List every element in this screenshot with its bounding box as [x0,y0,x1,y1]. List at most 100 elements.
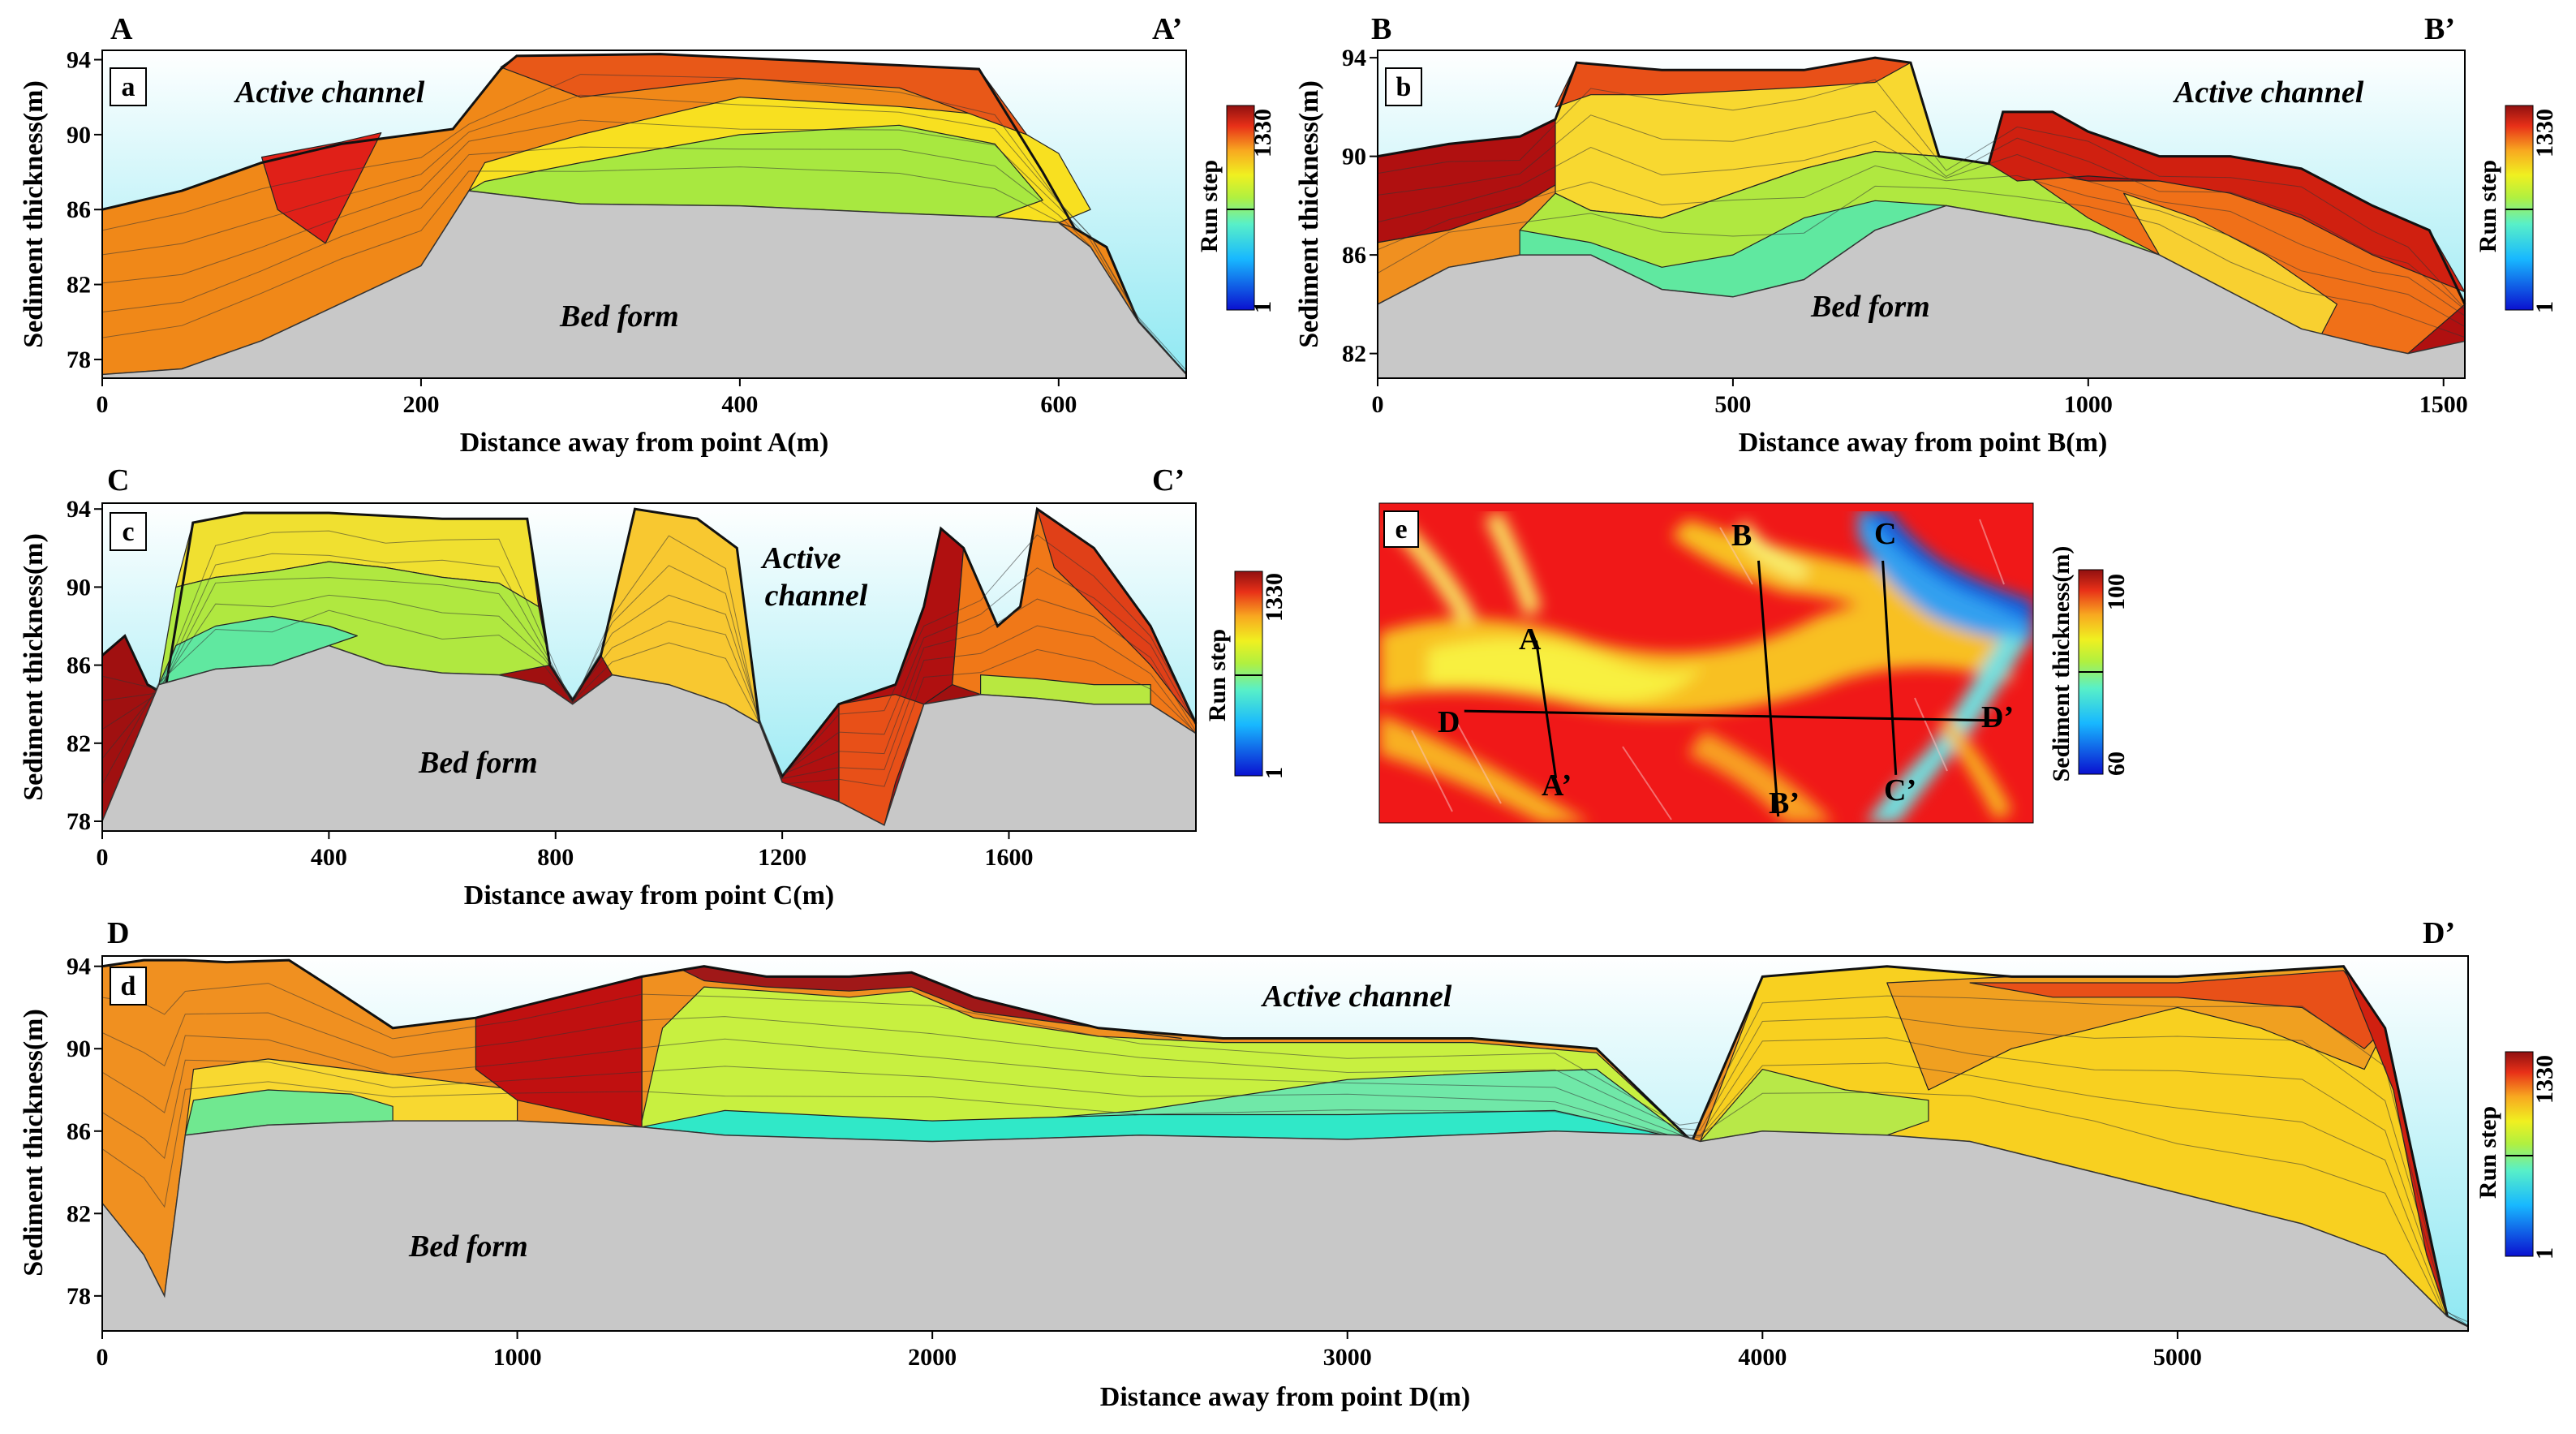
panel-b-xtick-label: 500 [1714,391,1751,418]
panel-d-layer-11 [1969,970,2386,1049]
panel-d-xlabel: Distance away from point D(m) [1100,1382,1470,1412]
panel-a-ticks: 0 200 400 600 78 82 86 90 94 [67,47,1077,418]
panel-a-box [101,50,1187,379]
map-colorbar-label: Sediment thickness(m) [2048,546,2075,782]
colorbar-c-min: 1 [1261,767,1288,779]
panel-a-ytick-label: 86 [67,196,91,223]
panel-e-tag-letter: e [1395,515,1407,545]
panel-b-ylabel: Sediment thickness(m) [1294,80,1324,348]
panel-a-ytick-label: 94 [67,47,91,74]
panel-d-tag [110,967,147,1006]
panel-d-ytick-label: 78 [67,1283,91,1310]
section-line-C [1881,560,1898,775]
panel-c-xlabel: Distance away from point C(m) [464,881,834,911]
panel-a-ylabel: Sediment thickness(m) [19,80,49,348]
panel-c-ytick-label: 78 [67,808,91,835]
panel-d-deposit-top [101,958,2469,1328]
panel-c-ytick-label: 94 [67,496,91,523]
panel-b-bed-form: Bed form [1810,290,1930,324]
panel-c-xtick-label: 0 [97,844,109,871]
panel-b-xtick-label: 1000 [2064,391,2113,418]
panel-b-tag-letter: b [1396,72,1412,102]
panel-b-xlabel: Distance away from point B(m) [1739,428,2108,458]
map-label-A-prime: A’ [1542,769,1572,803]
panel-d-plot [101,956,2469,1333]
colorbar-b-ramp [2505,105,2534,311]
panel-b-ytick-label: 94 [1342,45,1366,71]
panel-a-deposit-top [101,53,1188,376]
panel-c-xtick-label: 800 [537,844,574,871]
panel-a-step-line-2 [101,94,1187,375]
panel-b-step-line-5 [1377,185,2466,338]
panel-a-xtick-label: 600 [1040,391,1077,418]
panel-d-active-channel: Active channel [1261,980,1452,1014]
panel-c-ticks: 0 400 800 1200 1600 78 82 86 90 94 [67,496,1034,871]
panel-c-xtick-label: 400 [311,844,347,871]
panel-b-box [1377,50,2466,379]
panel-d-xtick-label: 3000 [1323,1344,1372,1371]
panel-d-step-line-4 [101,1059,2469,1333]
panel-b-step-line-2 [1377,110,2466,310]
thickness-map [1379,503,2033,823]
panel-a-active-channel: Active channel [234,75,425,110]
panel-d-bed-form: Bed form [408,1229,528,1264]
map-label-B: B [1731,519,1752,553]
panel-d-xtick-label: 4000 [1738,1344,1787,1371]
panel-b-ytick-label: 86 [1342,242,1366,269]
panel-c-ylabel: Sediment thickness(m) [19,533,49,801]
panel-b-xtick-label: 0 [1372,391,1384,418]
panel-d-ytick-label: 82 [67,1200,91,1227]
colorbar-c-max: 1330 [1261,573,1288,622]
panel-c-xtick-label: 1200 [758,844,806,871]
panel-b-bedform [1377,205,2466,379]
colorbar-a-label: Run step [1196,160,1223,252]
panel-c-corner-left: C [107,463,129,497]
panel-c-step-line-1 [101,530,1197,779]
panel-c-xtick-label: 1600 [985,844,1034,871]
colorbar-a-max: 1330 [1249,109,1276,157]
panel-a-corner-right: A’ [1152,12,1182,46]
panel-c-ytick-label: 86 [67,652,91,679]
map-label-D: D [1438,705,1460,739]
panel-e: e A A’ B B’ C C’ D D’ 100 60 Sediment th… [1378,502,2130,824]
panel-c-ytick-label: 90 [67,574,91,601]
panel-d-xtick-label: 5000 [2153,1344,2202,1371]
panel-d-step-line-3 [101,1035,2469,1331]
panel-c-step-line-4 [101,594,1197,779]
colorbar-b-min: 1 [2531,301,2558,313]
panel-d-corner-left: D [107,916,129,950]
map-frame [1378,502,2034,824]
panel-d-xtick-label: 1000 [493,1344,542,1371]
panel-e-tag [1383,510,1419,548]
colorbar-c-ramp [1234,571,1263,777]
colorbar-d-label: Run step [2475,1106,2501,1199]
section-line-B [1757,560,1780,817]
panel-d-step-line-1 [101,983,2469,1323]
panel-d: 0 1000 2000 3000 4000 5000 78 82 86 90 94 d D D’ A… [19,916,2469,1412]
map-label-C-prime: C’ [1884,773,1916,807]
panel-b-step-line-1 [1377,79,2466,309]
colorbar-a-ramp [1226,105,1255,311]
map-label-C: C [1874,517,1896,551]
panel-c-tag [110,512,147,551]
panel-d-box [101,955,2469,1332]
panel-d-xtick-label: 0 [97,1344,109,1371]
map-label-B-prime: B’ [1769,786,1800,820]
colorbar-d-min: 1 [2531,1247,2558,1260]
panel-b-plot [1377,50,2466,379]
panel-c-active-line2: channel [765,579,868,613]
panel-c-bedform [101,644,1197,832]
panel-c-corner-right: C’ [1152,463,1185,497]
panel-a-layer-3 [260,132,382,244]
panel-d-ytick-label: 86 [67,1118,91,1145]
panel-a-bed-form: Bed form [559,299,679,334]
panel-c-tag-letter: c [122,517,134,547]
panel-b-ytick-label: 90 [1342,144,1366,170]
section-line-D [1464,709,2001,722]
panel-a-plot [101,50,1188,380]
map-label-A: A [1519,622,1542,657]
panel-a-step-line-3 [101,119,1187,379]
panel-b-step-line-3 [1377,140,2466,317]
panel-c-step-line-3 [101,577,1197,775]
